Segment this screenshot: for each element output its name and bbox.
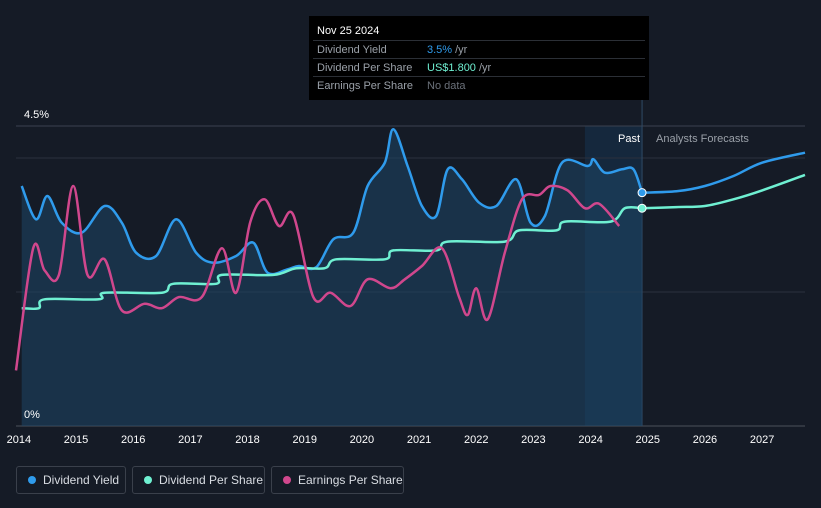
- tooltip-value-text: No data: [427, 80, 466, 92]
- dividend-yield-line: [20, 128, 644, 276]
- x-tick-label: 2022: [464, 434, 488, 446]
- dividend-yield-marker: [637, 188, 647, 198]
- tooltip: Nov 25 2024 Dividend Yield 3.5%/yr Divid…: [309, 16, 649, 100]
- legend-dot-icon: [283, 476, 291, 484]
- legend-dot-icon: [144, 476, 152, 484]
- legend-label: Earnings Per Share: [298, 473, 403, 487]
- tooltip-value-text: 3.5%: [427, 44, 453, 56]
- legend-earnings-per-share[interactable]: Earnings Per Share: [271, 466, 404, 494]
- x-tick-label: 2014: [7, 434, 31, 446]
- legend-label: Dividend Per Share: [159, 473, 264, 487]
- x-tick-label: 2027: [750, 434, 774, 446]
- legend-dividend-yield[interactable]: Dividend Yield: [16, 466, 126, 494]
- past-label: Past: [618, 133, 640, 145]
- tooltip-value: US$1.800/yr: [427, 62, 491, 74]
- legend-dividend-per-share[interactable]: Dividend Per Share: [132, 466, 265, 494]
- dividend-per-share-marker: [637, 203, 647, 213]
- legend-label: Dividend Yield: [43, 473, 120, 487]
- dividend-per-share-forecast-line: [642, 173, 806, 210]
- tooltip-value-text: US$1.800: [427, 62, 476, 74]
- y-tick-bottom: 0%: [24, 409, 40, 421]
- x-tick-label: 2024: [578, 434, 602, 446]
- x-tick-label: 2020: [350, 434, 374, 446]
- forecast-label: Analysts Forecasts: [656, 133, 749, 145]
- tooltip-row-earnings-per-share: Earnings Per Share No data: [313, 76, 645, 95]
- tooltip-row-dividend-yield: Dividend Yield 3.5%/yr: [313, 40, 645, 59]
- legend-dot-icon: [28, 476, 36, 484]
- tooltip-row-dividend-per-share: Dividend Per Share US$1.800/yr: [313, 58, 645, 77]
- tooltip-value: 3.5%/yr: [427, 44, 467, 56]
- series-lines: [14, 128, 806, 371]
- tooltip-label: Earnings Per Share: [317, 80, 413, 92]
- tooltip-label: Dividend Yield: [317, 44, 387, 56]
- x-tick-label: 2023: [521, 434, 545, 446]
- x-tick-label: 2017: [178, 434, 202, 446]
- x-tick-label: 2016: [121, 434, 145, 446]
- tooltip-unit: /yr: [455, 44, 468, 56]
- series-markers: [637, 188, 647, 213]
- tooltip-label: Dividend Per Share: [317, 62, 413, 74]
- earnings-per-share-line: [14, 184, 621, 371]
- x-tick-label: 2025: [636, 434, 660, 446]
- dividend-per-share-line: [21, 205, 643, 311]
- tooltip-value: No data: [427, 80, 466, 92]
- x-tick-label: 2026: [693, 434, 717, 446]
- tooltip-date: Nov 25 2024: [317, 25, 380, 37]
- x-tick-label: 2015: [64, 434, 88, 446]
- y-tick-top: 4.5%: [24, 109, 49, 121]
- dividend-yield-area: [21, 129, 643, 427]
- x-tick-label: 2019: [292, 434, 316, 446]
- dividend-yield-area-group: [21, 129, 643, 427]
- tooltip-unit: /yr: [478, 62, 492, 74]
- x-tick-labels: 2014 2015 2016 2017 2018 2019 2020 2021 2022 2023…: [7, 434, 775, 446]
- dividend-yield-forecast-line: [642, 151, 806, 194]
- x-tick-label: 2021: [407, 434, 431, 446]
- x-tick-label: 2018: [235, 434, 259, 446]
